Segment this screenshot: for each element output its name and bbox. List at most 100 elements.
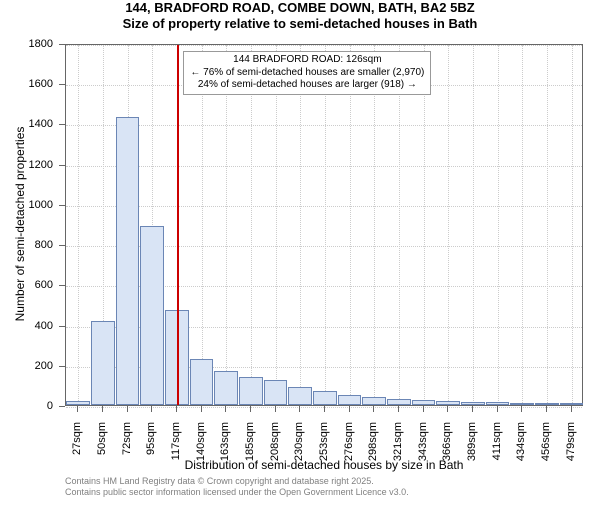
x-tick-label: 321sqm [392,422,404,522]
x-tick-mark [127,406,128,412]
x-tick-label: 95sqm [145,422,157,522]
histogram-bar [116,117,140,405]
x-tick-label: 253sqm [318,422,330,522]
histogram-bar [214,371,238,405]
x-tick-label: 456sqm [540,422,552,522]
y-tick-mark [59,406,65,407]
gridline-vertical [374,45,375,405]
x-tick-mark [423,406,424,412]
x-tick-label: 276sqm [343,422,355,522]
y-tick-label: 1800 [0,38,53,50]
x-tick-mark [571,406,572,412]
x-tick-mark [201,406,202,412]
y-tick-mark [59,205,65,206]
annotation-line-3: 24% of semi-detached houses are larger (… [198,79,417,90]
histogram-bar [66,401,90,405]
y-tick-label: 1200 [0,159,53,171]
gridline-vertical [448,45,449,405]
x-tick-mark [497,406,498,412]
gridline-vertical [226,45,227,405]
x-tick-label: 366sqm [441,422,453,522]
gridline-vertical [498,45,499,405]
x-tick-mark [447,406,448,412]
x-tick-mark [521,406,522,412]
gridline-vertical [251,45,252,405]
y-tick-mark [59,285,65,286]
histogram-bar [486,402,510,405]
histogram-bar [190,359,214,405]
x-tick-label: 208sqm [269,422,281,522]
y-axis-label: Number of semi-detached properties [13,109,27,339]
chart-container: 144, BRADFORD ROAD, COMBE DOWN, BATH, BA… [0,0,600,500]
histogram-bar [338,395,362,405]
histogram-bar [313,391,337,405]
gridline-horizontal [66,206,582,207]
histogram-bar [140,226,164,405]
x-tick-label: 411sqm [491,422,503,522]
histogram-bar [436,401,460,405]
histogram-bar [362,397,386,405]
x-tick-label: 185sqm [244,422,256,522]
y-tick-label: 800 [0,239,53,251]
gridline-horizontal [66,45,582,46]
y-tick-mark [59,245,65,246]
x-tick-label: 389sqm [466,422,478,522]
gridline-vertical [78,45,79,405]
histogram-bar [461,402,485,405]
x-tick-label: 479sqm [565,422,577,522]
chart-title: 144, BRADFORD ROAD, COMBE DOWN, BATH, BA… [0,0,600,33]
histogram-bar [560,403,584,405]
gridline-vertical [276,45,277,405]
plot-area: 144 BRADFORD ROAD: 126sqm← 76% of semi-d… [65,44,583,406]
x-tick-mark [546,406,547,412]
title-line-2: Size of property relative to semi-detach… [123,16,478,31]
gridline-vertical [350,45,351,405]
y-tick-mark [59,44,65,45]
y-tick-mark [59,165,65,166]
x-tick-label: 343sqm [417,422,429,522]
x-tick-mark [398,406,399,412]
histogram-bar [535,403,559,405]
y-tick-mark [59,84,65,85]
gridline-horizontal [66,166,582,167]
gridline-vertical [325,45,326,405]
y-tick-label: 1000 [0,199,53,211]
x-tick-mark [373,406,374,412]
x-tick-mark [77,406,78,412]
y-tick-mark [59,326,65,327]
gridline-vertical [424,45,425,405]
gridline-vertical [522,45,523,405]
y-tick-label: 1600 [0,78,53,90]
gridline-vertical [473,45,474,405]
x-tick-label: 50sqm [96,422,108,522]
x-tick-label: 140sqm [195,422,207,522]
gridline-vertical [300,45,301,405]
reference-line [177,45,179,405]
x-tick-mark [102,406,103,412]
x-tick-mark [299,406,300,412]
y-tick-mark [59,366,65,367]
x-tick-label: 27sqm [71,422,83,522]
histogram-bar [412,400,436,405]
x-tick-mark [324,406,325,412]
x-tick-mark [250,406,251,412]
histogram-bar [288,387,312,405]
x-tick-label: 434sqm [515,422,527,522]
x-tick-mark [472,406,473,412]
histogram-bar [387,399,411,405]
gridline-horizontal [66,125,582,126]
histogram-bar [91,321,115,405]
x-tick-mark [176,406,177,412]
y-tick-label: 1400 [0,118,53,130]
footer-attribution: Contains HM Land Registry data © Crown c… [65,476,409,499]
y-tick-mark [59,124,65,125]
x-tick-mark [275,406,276,412]
y-tick-label: 600 [0,279,53,291]
footer-line-2: Contains public sector information licen… [65,487,409,497]
gridline-vertical [399,45,400,405]
x-tick-label: 163sqm [219,422,231,522]
x-tick-label: 298sqm [367,422,379,522]
histogram-bar [239,377,263,405]
x-tick-label: 72sqm [121,422,133,522]
x-tick-mark [349,406,350,412]
